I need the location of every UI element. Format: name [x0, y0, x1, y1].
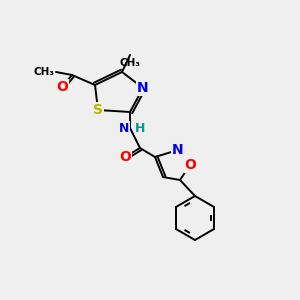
Text: O: O [119, 150, 131, 164]
Text: CH₃: CH₃ [119, 58, 140, 68]
Text: O: O [184, 158, 196, 172]
Text: H: H [135, 122, 146, 134]
Text: N: N [118, 122, 129, 134]
Text: N: N [137, 81, 149, 95]
Text: S: S [93, 103, 103, 117]
Text: CH₃: CH₃ [33, 67, 54, 77]
Text: N: N [172, 143, 184, 157]
Text: O: O [56, 80, 68, 94]
